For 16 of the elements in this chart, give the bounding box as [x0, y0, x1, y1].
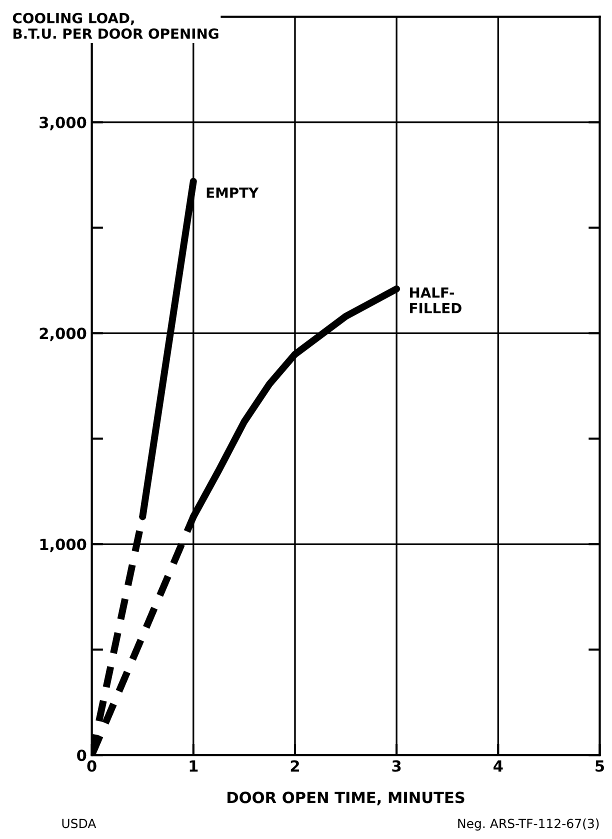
series-label: HALF- FILLED: [410, 287, 462, 314]
x-tick-label: 3: [392, 760, 401, 772]
y-tick-label: 3,000: [40, 116, 86, 130]
x-axis-title: DOOR OPEN TIME, MINUTES: [228, 792, 464, 806]
y-tick-label: 0: [77, 750, 86, 762]
text: Neg. ARS-TF-112-67(3): [458, 818, 599, 831]
y-tick-label: 2,000: [40, 328, 86, 342]
x-tick-label: 1: [190, 760, 198, 772]
x-tick-label: 0: [87, 760, 96, 772]
series-label: EMPTY: [206, 188, 259, 198]
x-tick-label: 2: [290, 760, 299, 772]
y-axis-title: COOLING LOAD, B.T.U. PER DOOR OPENING: [12, 12, 218, 39]
x-tick-label: 4: [494, 760, 503, 772]
x-tick-label: 5: [596, 760, 604, 772]
text: USDA: [62, 818, 96, 828]
y-tick-label: 1,000: [40, 538, 86, 552]
